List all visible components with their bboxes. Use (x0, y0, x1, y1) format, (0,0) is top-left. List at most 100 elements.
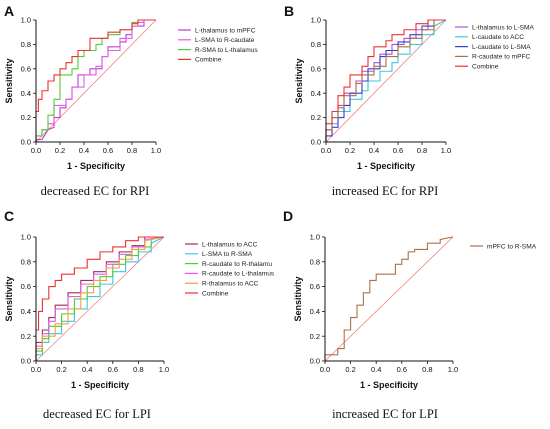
x-tick-label: 0.6 (397, 365, 407, 374)
x-tick-label: 1.0 (448, 365, 458, 374)
x-tick-label: 0.6 (393, 146, 403, 155)
y-tick-label: 0.4 (310, 307, 320, 316)
x-tick-label: 0.2 (345, 365, 355, 374)
panel-letter: A (4, 3, 14, 19)
legend-label: L-thalamus to mPFC (195, 27, 256, 34)
y-tick-label: 0.6 (310, 282, 320, 291)
legend-label: Combine (472, 64, 499, 71)
panel-letter: D (283, 208, 293, 224)
legend: L-thalamus to mPFC L-SMA to R-caudate R-SM… (178, 27, 258, 64)
x-tick-label: 0.0 (320, 365, 330, 374)
x-tick-label: 0.8 (133, 365, 143, 374)
panel-caption: decreased EC for LPI (43, 407, 151, 421)
roc-curve-4 (325, 19, 446, 142)
y-tick-label: 1.0 (311, 16, 321, 25)
legend-label: mPFC to R-SMA (487, 243, 537, 250)
y-tick-label: 1.0 (21, 233, 31, 242)
panel-caption: decreased EC for RPI (41, 184, 150, 198)
x-axis-label: 1 - Specificity (357, 161, 415, 171)
panel-caption: increased EC for LPI (332, 407, 438, 421)
y-tick-label: 0.2 (21, 113, 31, 122)
y-tick-label: 0.4 (311, 89, 321, 98)
y-tick-label: 0.0 (311, 138, 321, 147)
x-tick-label: 0.8 (417, 146, 427, 155)
x-tick-label: 0.4 (371, 365, 381, 374)
legend: mPFC to R-SMA (470, 243, 537, 250)
legend-label: L-caudate to L-SMA (472, 44, 531, 51)
roc-curve-3 (35, 236, 165, 361)
y-tick-label: 1.0 (310, 233, 320, 242)
y-tick-label: 1.0 (21, 16, 31, 25)
x-tick-label: 0.4 (79, 146, 89, 155)
x-tick-label: 1.0 (151, 146, 161, 155)
x-tick-label: 0.0 (31, 146, 41, 155)
legend-label: R-caudate to mPFC (472, 54, 531, 61)
roc-curve-6 (35, 236, 164, 361)
x-tick-label: 0.0 (321, 146, 331, 155)
y-tick-label: 0.6 (21, 64, 31, 73)
x-tick-label: 0.8 (422, 365, 432, 374)
y-axis-label: Sensitivity (293, 276, 303, 321)
y-tick-label: 0.8 (21, 257, 31, 266)
x-tick-label: 1.0 (159, 365, 169, 374)
y-tick-label: 0.4 (21, 307, 31, 316)
legend-label: R-SMA to L-thalamus (195, 47, 258, 54)
x-axis-label: 1 - Specificity (71, 380, 129, 390)
panel-b: B 0.0 0.2 0.4 0.6 0.8 1.0 0.0 0.2 0.4 0.6 0.8 1.0 1 -… (284, 3, 535, 198)
roc-curve-5 (35, 236, 165, 361)
x-tick-label: 0.8 (127, 146, 137, 155)
legend-label: Combine (195, 57, 222, 64)
reference-diagonal (324, 236, 454, 362)
y-tick-label: 0.6 (311, 64, 321, 73)
legend-label: R-caudate to L-thalamus (202, 271, 275, 278)
x-tick-label: 0.2 (345, 146, 355, 155)
y-tick-label: 0.8 (21, 40, 31, 49)
reference-diagonal (35, 19, 157, 143)
legend: L-thalamus to ACC L-SMA to R-SMA R-caudate… (185, 241, 275, 297)
y-tick-label: 0.0 (21, 138, 31, 147)
y-tick-label: 0.8 (311, 40, 321, 49)
panel-a: A 0.0 0.2 0.4 0.6 0.8 1.0 0.0 0.2 0.4 0.6 0.8 1.0 1 -… (4, 3, 258, 198)
panel-letter: B (284, 3, 294, 19)
y-tick-label: 0.2 (311, 113, 321, 122)
roc-curve-5 (325, 19, 446, 142)
y-tick-label: 0.2 (21, 332, 31, 341)
y-axis-label: Sensitivity (4, 58, 14, 103)
y-axis-label: Sensitivity (294, 58, 304, 103)
x-tick-label: 0.4 (369, 146, 379, 155)
panel-caption: increased EC for RPI (332, 184, 439, 198)
legend-label: L-SMA to R-caudate (195, 37, 255, 44)
y-tick-label: 0.6 (21, 282, 31, 291)
x-tick-label: 0.2 (55, 146, 65, 155)
legend-label: L-thalamus to ACC (202, 241, 258, 248)
x-tick-label: 0.4 (82, 365, 92, 374)
y-tick-label: 0.0 (310, 357, 320, 366)
reference-diagonal (325, 19, 447, 143)
legend-label: R-thalamus to ACC (202, 281, 259, 288)
y-tick-label: 0.8 (310, 257, 320, 266)
legend-label: R-caudate to R-thalamu (202, 261, 272, 268)
roc-curve-3 (325, 19, 446, 142)
x-tick-label: 0.6 (108, 365, 118, 374)
legend-label: L-SMA to R-SMA (202, 251, 253, 258)
x-tick-label: 0.2 (56, 365, 66, 374)
x-tick-label: 1.0 (441, 146, 451, 155)
legend-label: L-thalamus to L-SMA (472, 24, 535, 31)
y-tick-label: 0.2 (310, 332, 320, 341)
panel-letter: C (4, 208, 14, 224)
panel-c: C 0.0 0.2 0.4 0.6 0.8 1.0 0.0 0.2 0.4 0.6 0.8 1.0 1 -… (4, 208, 275, 421)
y-axis-label: Sensitivity (4, 276, 14, 321)
x-axis-label: 1 - Specificity (67, 161, 125, 171)
legend-label: L-caudate to ACC (472, 34, 524, 41)
panel-d: D 0.0 0.2 0.4 0.6 0.8 1.0 0.0 0.2 0.4 0.6 0.8 1.0 1 -… (283, 208, 537, 421)
x-tick-label: 0.6 (103, 146, 113, 155)
y-tick-label: 0.4 (21, 89, 31, 98)
reference-diagonal (35, 236, 165, 362)
x-tick-label: 0.0 (31, 365, 41, 374)
x-axis-label: 1 - Specificity (360, 380, 418, 390)
y-tick-label: 0.0 (21, 357, 31, 366)
roc-curve-1 (324, 236, 454, 361)
legend-label: Combine (202, 290, 229, 297)
legend: L-thalamus to L-SMA L-caudate to ACC L-cau… (455, 24, 535, 71)
